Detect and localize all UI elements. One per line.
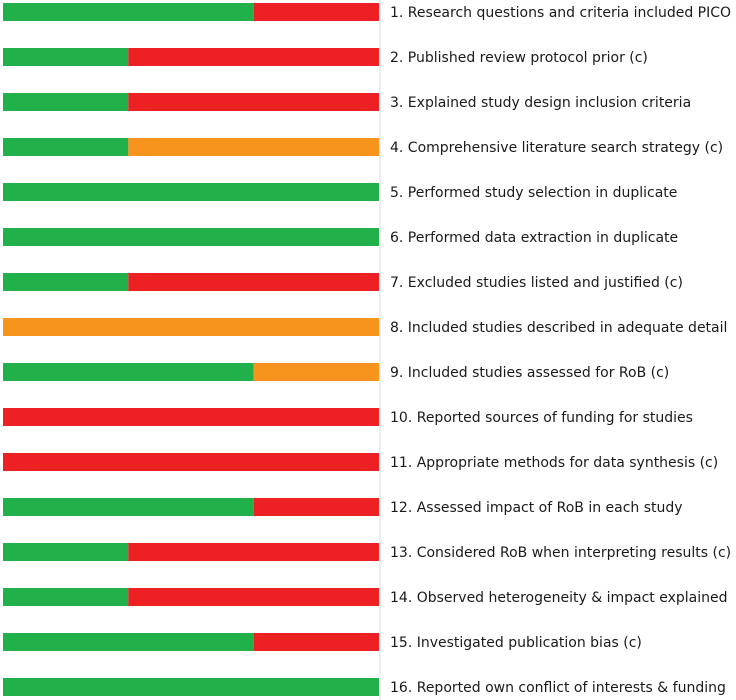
bar-segment-red-row-1	[253, 3, 379, 21]
category-label-11: 11. Appropriate methods for data synthes…	[390, 455, 718, 471]
bar-segment-green-row-12	[3, 498, 254, 516]
bar-segment-red-row-11	[3, 453, 379, 471]
bar-segment-red-row-3	[128, 93, 379, 111]
category-label-9: 9. Included studies assessed for RoB (c)	[390, 365, 669, 381]
bar-segment-green-row-2	[3, 48, 129, 66]
bar-segment-red-row-12	[253, 498, 379, 516]
bar-segment-orange-row-8	[3, 318, 379, 336]
bar-segment-orange-row-4	[128, 138, 379, 156]
category-label-13: 13. Considered RoB when interpreting res…	[390, 545, 731, 561]
bars-group	[3, 3, 379, 696]
category-label-6: 6. Performed data extraction in duplicat…	[390, 230, 678, 246]
category-label-2: 2. Published review protocol prior (c)	[390, 50, 648, 66]
bar-segment-green-row-9	[3, 363, 254, 381]
bar-segment-green-row-14	[3, 588, 129, 606]
bar-segment-red-row-2	[128, 48, 379, 66]
bar-segment-green-row-13	[3, 543, 129, 561]
bar-segment-red-row-15	[253, 633, 379, 651]
bar-segment-green-row-3	[3, 93, 129, 111]
category-label-1: 1. Research questions and criteria inclu…	[390, 5, 731, 21]
bar-segment-orange-row-9	[253, 363, 379, 381]
bar-segment-green-row-6	[3, 228, 379, 246]
category-label-14: 14. Observed heterogeneity & impact expl…	[390, 590, 728, 606]
bar-segment-red-row-14	[128, 588, 379, 606]
category-label-16: 16. Reported own conflict of interests &…	[390, 680, 726, 696]
category-label-5: 5. Performed study selection in duplicat…	[390, 185, 677, 201]
category-label-12: 12. Assessed impact of RoB in each study	[390, 500, 683, 516]
labels-group: 1. Research questions and criteria inclu…	[390, 5, 731, 696]
category-label-3: 3. Explained study design inclusion crit…	[390, 95, 691, 111]
category-label-10: 10. Reported sources of funding for stud…	[390, 410, 693, 426]
bar-segment-green-row-5	[3, 183, 379, 201]
bar-segment-red-row-10	[3, 408, 379, 426]
category-label-4: 4. Comprehensive literature search strat…	[390, 140, 723, 156]
bar-segment-red-row-13	[128, 543, 379, 561]
category-label-15: 15. Investigated publication bias (c)	[390, 635, 642, 651]
bar-segment-green-row-7	[3, 273, 129, 291]
bar-segment-green-row-4	[3, 138, 129, 156]
category-label-8: 8. Included studies described in adequat…	[390, 320, 727, 336]
bar-segment-green-row-15	[3, 633, 254, 651]
bar-segment-green-row-16	[3, 678, 379, 696]
category-label-7: 7. Excluded studies listed and justified…	[390, 275, 683, 291]
bar-segment-red-row-7	[128, 273, 379, 291]
bar-segment-green-row-1	[3, 3, 254, 21]
